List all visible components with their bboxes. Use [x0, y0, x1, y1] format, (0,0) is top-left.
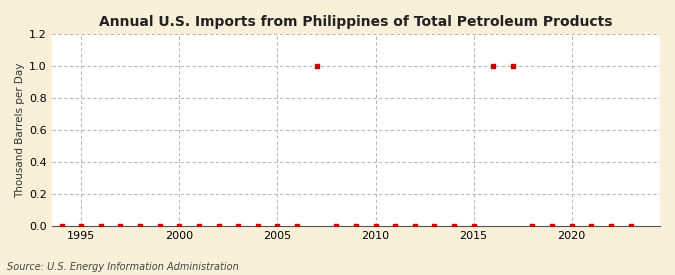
Text: Source: U.S. Energy Information Administration: Source: U.S. Energy Information Administ…	[7, 262, 238, 272]
Y-axis label: Thousand Barrels per Day: Thousand Barrels per Day	[15, 62, 25, 198]
Point	[155, 224, 165, 228]
Point	[213, 224, 224, 228]
Point	[547, 224, 558, 228]
Point	[76, 224, 86, 228]
Point	[625, 224, 636, 228]
Point	[409, 224, 420, 228]
Point	[331, 224, 342, 228]
Title: Annual U.S. Imports from Philippines of Total Petroleum Products: Annual U.S. Imports from Philippines of …	[99, 15, 613, 29]
Point	[115, 224, 126, 228]
Point	[389, 224, 400, 228]
Point	[252, 224, 263, 228]
Point	[272, 224, 283, 228]
Point	[56, 224, 67, 228]
Point	[135, 224, 146, 228]
Point	[449, 224, 460, 228]
Point	[292, 224, 302, 228]
Point	[350, 224, 361, 228]
Point	[605, 224, 616, 228]
Point	[508, 64, 518, 68]
Point	[429, 224, 440, 228]
Point	[566, 224, 577, 228]
Point	[586, 224, 597, 228]
Point	[95, 224, 106, 228]
Point	[527, 224, 538, 228]
Point	[174, 224, 185, 228]
Point	[311, 64, 322, 68]
Point	[488, 64, 499, 68]
Point	[468, 224, 479, 228]
Point	[233, 224, 244, 228]
Point	[194, 224, 205, 228]
Point	[370, 224, 381, 228]
